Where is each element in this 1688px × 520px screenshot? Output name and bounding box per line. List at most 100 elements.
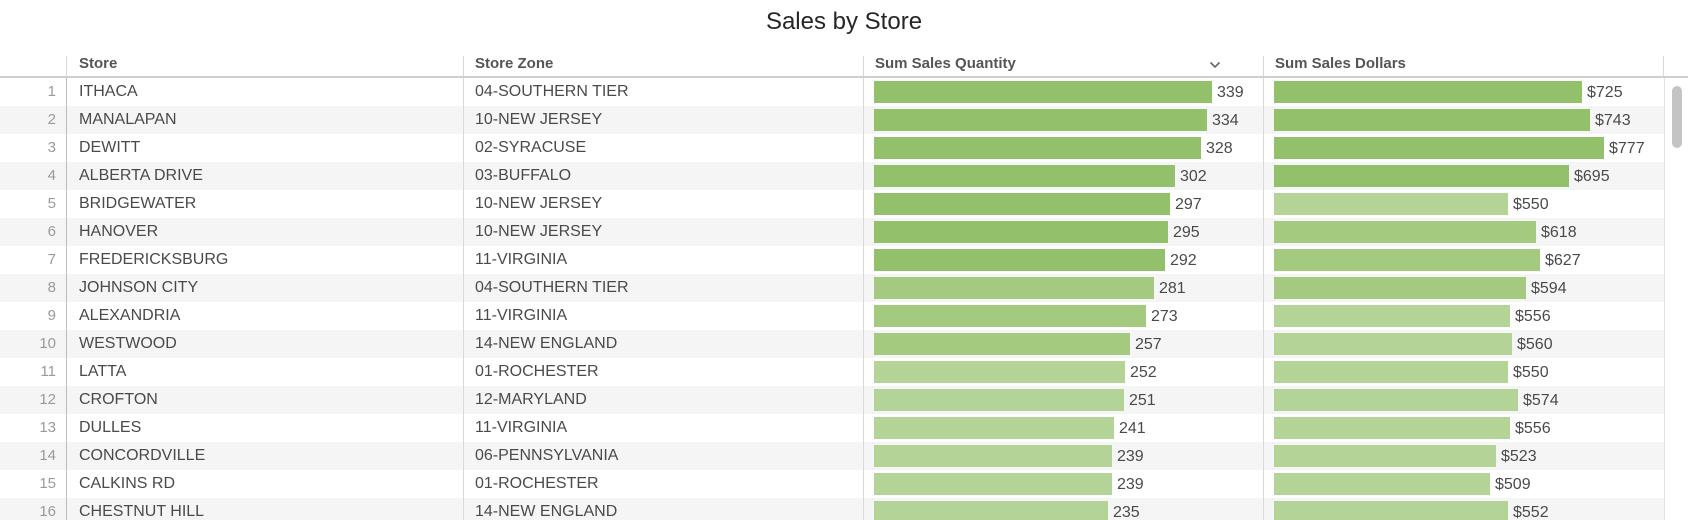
sales-quantity-bar [874,81,1212,103]
sales-dollars-label: $550 [1513,196,1549,213]
store-zone-cell: 04-SOUTHERN TIER [475,83,629,100]
column-divider [863,134,864,162]
column-separator[interactable] [1663,56,1664,76]
column-divider [66,78,67,106]
table-row[interactable]: 5 BRIDGEWATER 10-NEW JERSEY 297 $550 [0,190,1688,218]
column-divider [66,190,67,218]
column-divider [463,470,464,498]
column-separator[interactable] [1263,56,1264,76]
sales-dollars-label: $550 [1513,364,1549,381]
column-divider [1263,274,1264,302]
column-divider [1263,246,1264,274]
store-cell: JOHNSON CITY [79,279,199,296]
table-row[interactable]: 6 HANOVER 10-NEW JERSEY 295 $618 [0,218,1688,246]
table-row[interactable]: 16 CHESTNUT HILL 14-NEW ENGLAND 235 $552 [0,498,1688,520]
sales-dollars-bar [1274,165,1569,187]
store-cell: BRIDGEWATER [79,195,197,212]
sales-dollars-bar [1274,277,1526,299]
store-zone-cell: 12-MARYLAND [475,391,587,408]
store-zone-cell: 06-PENNSYLVANIA [475,447,619,464]
column-divider [1263,190,1264,218]
column-divider [1263,162,1264,190]
column-separator [66,56,67,76]
sales-dollars-label: $743 [1595,112,1631,129]
column-divider [463,386,464,414]
sales-dollars-bar [1274,473,1490,495]
column-header-sum-sales-quantity[interactable]: Sum Sales Quantity [875,55,1016,72]
column-divider [66,274,67,302]
row-number: 6 [47,223,56,240]
column-divider [463,78,464,106]
sales-quantity-label: 239 [1117,448,1144,465]
sales-dollars-bar [1274,249,1540,271]
column-separator[interactable] [863,56,864,76]
column-header-sum-sales-dollars[interactable]: Sum Sales Dollars [1275,55,1406,72]
column-divider [863,442,864,470]
column-divider [1263,414,1264,442]
column-divider [463,274,464,302]
row-number: 7 [47,251,56,268]
store-zone-cell: 04-SOUTHERN TIER [475,279,629,296]
column-divider [863,386,864,414]
sales-dollars-label: $556 [1515,308,1551,325]
column-divider [863,190,864,218]
table-row[interactable]: 2 MANALAPAN 10-NEW JERSEY 334 $743 [0,106,1688,134]
table-row[interactable]: 13 DULLES 11-VIRGINIA 241 $556 [0,414,1688,442]
column-divider [66,106,67,134]
sales-quantity-label: 239 [1117,476,1144,493]
page-title: Sales by Store [765,8,923,35]
row-number: 1 [47,83,56,100]
column-divider [863,330,864,358]
column-divider [1263,498,1264,520]
column-divider [66,134,67,162]
store-cell: CHESTNUT HILL [79,503,205,520]
sales-dollars-label: $594 [1531,280,1567,297]
sales-dollars-label: $695 [1574,168,1610,185]
sales-quantity-bar [874,361,1125,383]
table-row[interactable]: 9 ALEXANDRIA 11-VIRGINIA 273 $556 [0,302,1688,330]
column-divider [863,498,864,520]
sales-quantity-label: 281 [1159,280,1186,297]
table-row[interactable]: 11 LATTA 01-ROCHESTER 252 $550 [0,358,1688,386]
column-divider [863,162,864,190]
sales-dollars-bar [1274,389,1518,411]
store-zone-cell: 03-BUFFALO [475,167,572,184]
column-separator[interactable] [463,56,464,76]
sales-dollars-bar [1274,501,1508,520]
sales-quantity-label: 252 [1130,364,1157,381]
column-divider [863,302,864,330]
column-divider [66,386,67,414]
sales-quantity-label: 235 [1113,504,1140,520]
table-row[interactable]: 4 ALBERTA DRIVE 03-BUFFALO 302 $695 [0,162,1688,190]
row-number: 12 [39,391,56,408]
sales-quantity-bar [874,137,1201,159]
sales-quantity-label: 273 [1151,308,1178,325]
sales-quantity-label: 295 [1173,224,1200,241]
table-row[interactable]: 3 DEWITT 02-SYRACUSE 328 $777 [0,134,1688,162]
column-divider [1263,218,1264,246]
sales-quantity-label: 241 [1119,420,1146,437]
column-divider [1263,386,1264,414]
column-header-store-zone[interactable]: Store Zone [475,55,554,72]
vertical-scrollbar[interactable] [1664,78,1688,520]
store-cell: ALEXANDRIA [79,307,181,324]
table-row[interactable]: 14 CONCORDVILLE 06-PENNSYLVANIA 239 $523 [0,442,1688,470]
sales-dollars-bar [1274,109,1590,131]
table-row[interactable]: 10 WESTWOOD 14-NEW ENGLAND 257 $560 [0,330,1688,358]
sales-dollars-label: $777 [1609,140,1645,157]
store-zone-cell: 11-VIRGINIA [475,307,568,324]
header-row: Store Store Zone Sum Sales Quantity Sum … [0,50,1688,78]
scrollbar-thumb[interactable] [1672,86,1682,148]
table-row[interactable]: 8 JOHNSON CITY 04-SOUTHERN TIER 281 $594 [0,274,1688,302]
sales-dollars-label: $618 [1541,224,1577,241]
table-row[interactable]: 7 FREDERICKSBURG 11-VIRGINIA 292 $627 [0,246,1688,274]
sales-dollars-label: $627 [1545,252,1581,269]
table-row[interactable]: 12 CROFTON 12-MARYLAND 251 $574 [0,386,1688,414]
table-row[interactable]: 1 ITHACA 04-SOUTHERN TIER 339 $725 [0,78,1688,106]
chevron-down-icon[interactable] [1209,59,1221,71]
row-number: 14 [39,447,56,464]
table-row[interactable]: 15 CALKINS RD 01-ROCHESTER 239 $509 [0,470,1688,498]
sales-quantity-bar [874,277,1154,299]
column-header-store[interactable]: Store [79,55,118,72]
sales-quantity-bar [874,333,1130,355]
